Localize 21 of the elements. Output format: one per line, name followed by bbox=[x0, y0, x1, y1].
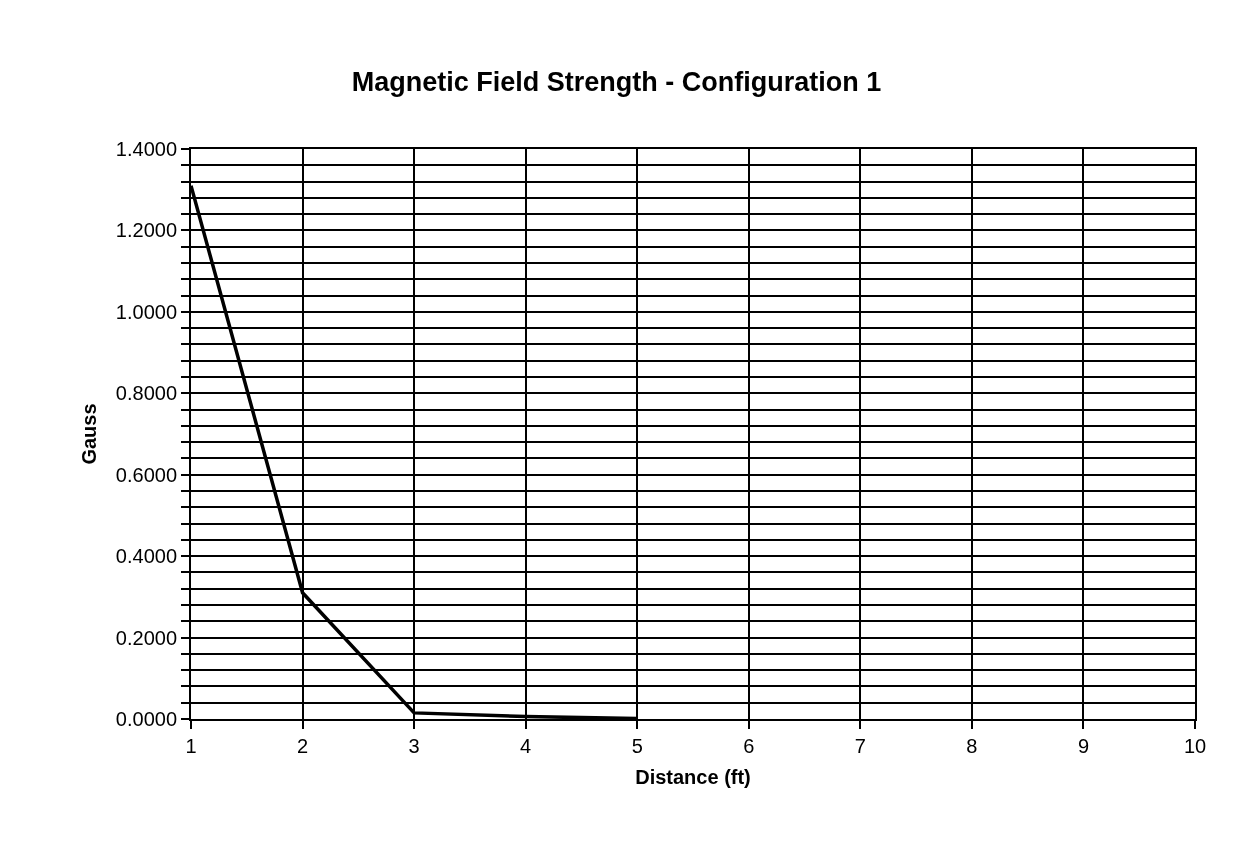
x-tick-label: 7 bbox=[854, 735, 866, 757]
y-tick-label: 1.2000 bbox=[115, 219, 177, 242]
x-tick-label: 3 bbox=[408, 735, 420, 757]
y-tick-label: 0.8000 bbox=[115, 382, 177, 405]
x-tick-label: 4 bbox=[520, 735, 532, 757]
x-tick-label: 5 bbox=[631, 735, 643, 757]
y-tick-label: 0.4000 bbox=[115, 545, 177, 568]
y-tick-label: 0.2000 bbox=[115, 626, 177, 649]
x-axis-title: Distance (ft) bbox=[635, 766, 751, 788]
y-tick-label: 0.6000 bbox=[115, 463, 177, 486]
x-tick-label: 2 bbox=[297, 735, 309, 757]
x-tick-label: 10 bbox=[1183, 735, 1207, 757]
y-tick-label: 1.0000 bbox=[115, 300, 177, 323]
y-tick-label: 1.4000 bbox=[115, 138, 177, 160]
y-axis-title: Gauss bbox=[77, 403, 100, 465]
chart-title: Magnetic Field Strength - Configuration 1 bbox=[351, 66, 882, 97]
x-tick-label: 6 bbox=[743, 735, 755, 757]
x-tick-label: 8 bbox=[966, 735, 978, 757]
x-tick-label: 1 bbox=[185, 735, 197, 757]
x-tick-label: 9 bbox=[1077, 735, 1089, 757]
y-tick-label: 0.0000 bbox=[115, 708, 177, 730]
